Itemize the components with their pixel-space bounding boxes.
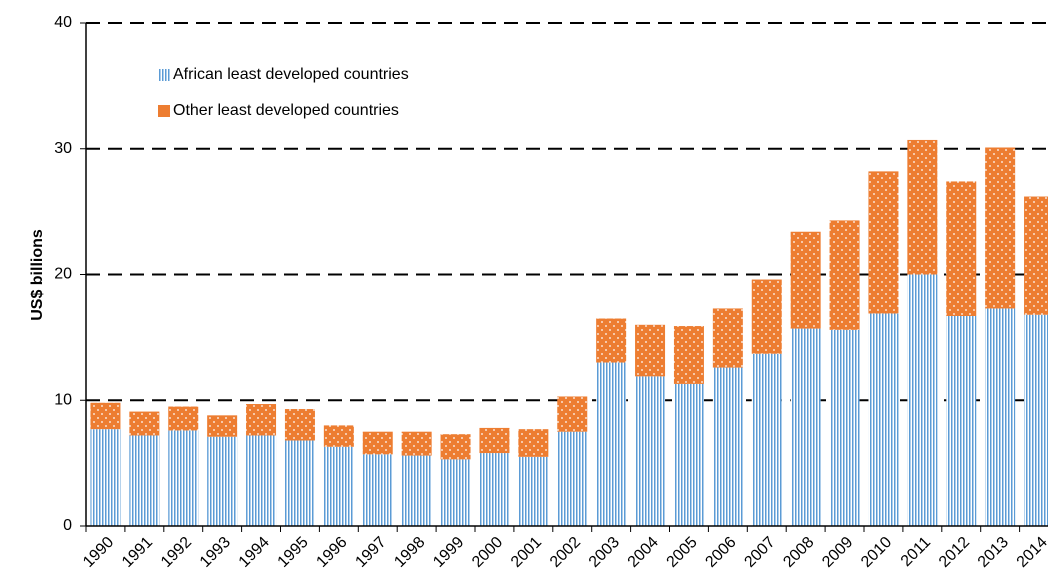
bar-segment [751,353,782,526]
bar-segment [90,402,121,430]
y-tick-label: 10 [54,391,72,408]
bar-segment [712,367,743,526]
y-tick-label: 20 [54,266,72,283]
bar-segment [557,396,588,432]
bar-segment [635,324,666,377]
bar-segment [440,434,471,460]
bar-segment [323,446,354,526]
x-tick-label: 2011 [898,534,934,570]
bar-segment [790,328,821,526]
bar-segment [557,431,588,526]
x-tick-label: 1998 [391,534,428,571]
bar-segment [673,383,704,526]
x-tick-label: 2000 [469,534,506,571]
bar-segment [129,411,160,436]
x-tick-label: 2004 [625,534,662,571]
bar-segment [712,308,743,368]
x-tick-label: 2014 [1014,534,1048,571]
legend-swatch [158,69,170,81]
bar-segment [946,315,977,526]
bar-segment [207,436,238,526]
bar-segment [246,404,277,436]
x-tick-label: 2010 [858,534,895,571]
x-tick-label: 2008 [780,534,817,571]
bar-segment [673,326,704,384]
legend-label: Other least developed countries [173,102,399,119]
x-tick-label: 1997 [352,534,389,571]
x-tick-label: 2009 [819,534,856,571]
bar-segment [401,455,432,526]
bar-segment [635,376,666,526]
x-tick-label: 2012 [936,534,973,571]
x-tick-label: 1991 [119,534,156,571]
bar-segment [868,313,899,526]
bar-segment [284,409,315,441]
bar-segment [129,435,160,526]
bar-segment [518,456,549,526]
bar-segment [868,171,899,314]
bar-segment [362,431,393,455]
bar-segment [829,220,860,330]
bar-segment [596,318,627,363]
bar-segment [518,429,549,457]
x-tick-label: 1990 [80,534,117,571]
bar-segment [1024,314,1048,526]
bar-segment [829,329,860,526]
bar-segment [440,459,471,526]
bar-segment [168,406,199,431]
bar-segment [362,454,393,526]
x-tick-label: 1996 [313,534,350,571]
bar-segment [207,415,238,437]
x-tick-label: 1999 [430,534,467,571]
y-tick-label: 0 [63,517,72,534]
bar-segment [985,147,1016,309]
bar-segment [90,429,121,526]
bar-segment [596,362,627,526]
bar-segment [985,308,1016,526]
x-tick-label: 2005 [664,534,701,571]
bar-segment [479,453,510,526]
bar-segment [401,431,432,456]
x-tick-label: 2003 [586,534,623,571]
x-tick-label: 2002 [547,534,584,571]
x-tick-label: 1992 [158,534,195,571]
x-tick-label: 1995 [275,534,312,571]
bar-segment [907,274,938,526]
x-tick-label: 2001 [508,534,545,571]
bar-segment [284,440,315,526]
x-tick-label: 1994 [236,534,273,571]
bar-segment [323,425,354,447]
bar-segment [246,435,277,526]
bar-segment [751,279,782,354]
bar-segment [907,139,938,275]
bar-segment [479,427,510,454]
bar-segment [790,231,821,329]
x-tick-label: 2007 [741,534,778,571]
x-tick-label: 2006 [702,534,739,571]
bar-segment [1024,196,1048,315]
bar-segment [946,181,977,316]
bar-segment [168,430,199,526]
x-tick-label: 2013 [975,534,1012,571]
y-tick-label: 30 [54,140,72,157]
legend-label: African least developed countries [173,66,409,83]
y-axis-label: US$ billions [29,229,46,321]
x-tick-label: 1993 [197,534,234,571]
y-tick-label: 40 [54,14,72,31]
legend-swatch [158,105,170,117]
